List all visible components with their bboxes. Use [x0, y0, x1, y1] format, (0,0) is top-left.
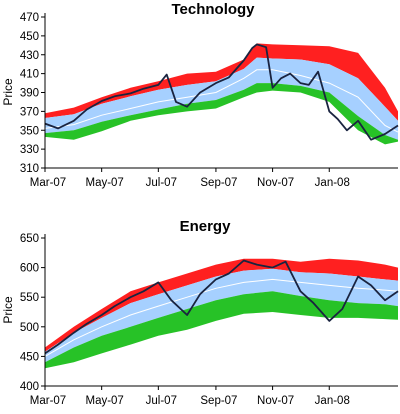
energy-chart: Energy Price 400 450 500 550 600 650 Mar-07 May… — [1, 218, 399, 407]
y-tick-label: 390 — [20, 88, 39, 100]
x-tick-label: Nov-07 — [257, 395, 294, 407]
technology-chart: Technology Price 310 330 350 370 390 410 430 45… — [1, 1, 399, 189]
x-tick-label: Jan-08 — [315, 177, 350, 189]
lower-band — [45, 291, 398, 369]
chart-title: Energy — [180, 218, 232, 235]
y-tick-label: 450 — [20, 351, 39, 363]
y-axis-label: Price — [1, 78, 15, 106]
y-tick-label: 600 — [20, 263, 39, 275]
y-tick-label: 350 — [20, 125, 39, 137]
x-tick-label: Nov-07 — [257, 177, 294, 189]
x-tick-label: Jul-07 — [146, 177, 177, 189]
plot-area: 310 330 350 370 390 410 430 450 470 Mar-07 May-07 J… — [20, 12, 399, 189]
plot-area: 400 450 500 550 600 650 Mar-07 May-07 Jul-07 Sep-… — [20, 233, 399, 407]
x-tick-label: May-07 — [85, 177, 123, 189]
x-tick-label: Jul-07 — [146, 395, 177, 407]
x-tick-label: Sep-07 — [200, 395, 237, 407]
middle-band — [45, 268, 398, 363]
x-tick-label: Sep-07 — [200, 177, 237, 189]
chart-title: Technology — [171, 1, 255, 18]
y-tick-label: 310 — [20, 163, 39, 175]
mean-line — [44, 69, 399, 133]
y-tick-label: 450 — [20, 31, 39, 43]
y-tick-label: 650 — [20, 233, 39, 245]
y-tick-label: 550 — [20, 292, 39, 304]
x-tick-label: Mar-07 — [30, 177, 66, 189]
y-tick-label: 500 — [20, 322, 39, 334]
x-tick-label: May-07 — [85, 395, 123, 407]
y-tick-label: 400 — [20, 381, 39, 393]
price-line — [44, 43, 399, 141]
y-axis-label: Price — [1, 296, 15, 324]
x-tick-label: Jan-08 — [315, 395, 350, 407]
price-line — [44, 259, 399, 355]
y-tick-label: 410 — [20, 69, 39, 81]
y-tick-label: 470 — [20, 12, 39, 24]
y-tick-label: 430 — [20, 50, 39, 62]
y-tick-label: 370 — [20, 106, 39, 118]
y-tick-label: 330 — [20, 144, 39, 156]
x-tick-label: Mar-07 — [30, 395, 66, 407]
